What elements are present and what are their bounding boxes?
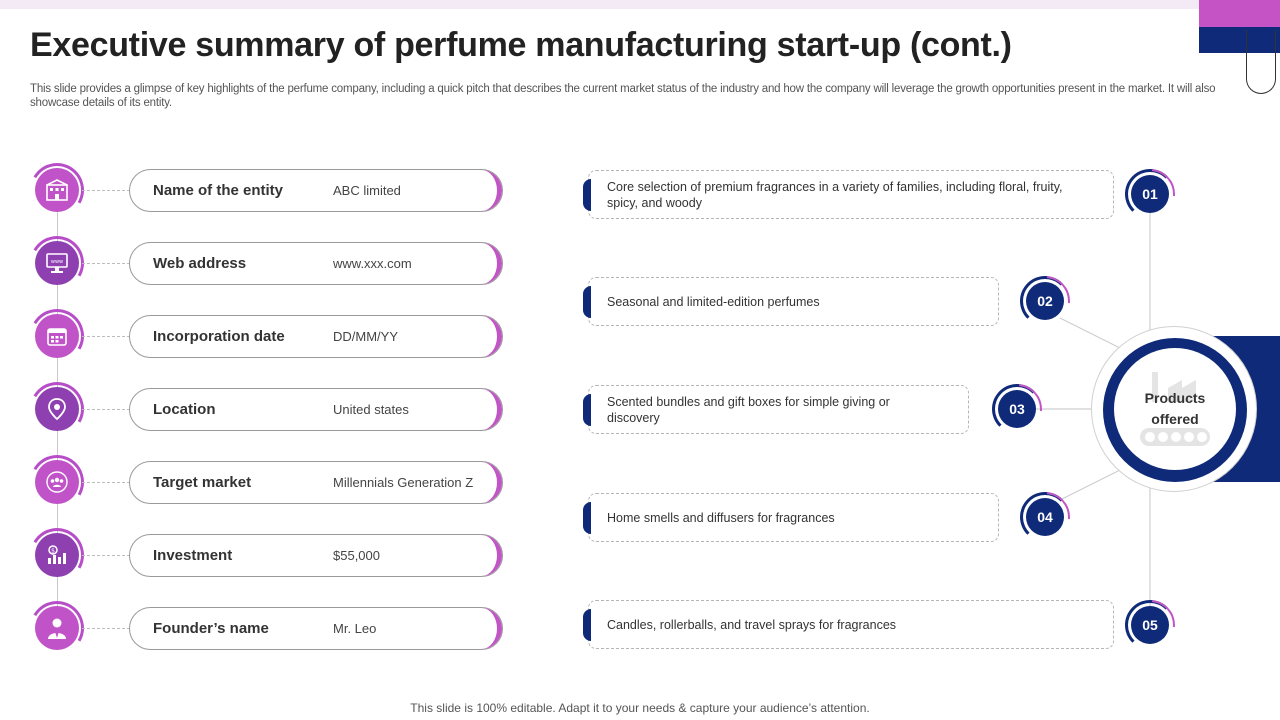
product-number-badge: 03 bbox=[998, 390, 1036, 428]
dashed-connector bbox=[82, 482, 130, 483]
svg-text:$: $ bbox=[51, 547, 55, 554]
product-text-box: Scented bundles and gift boxes for simpl… bbox=[583, 385, 969, 434]
product-tab-accent bbox=[583, 502, 591, 534]
entity-detail-value: Mr. Leo bbox=[333, 621, 377, 636]
slide-subtitle: This slide provides a glimpse of key hig… bbox=[30, 83, 1216, 109]
dashed-connector bbox=[82, 190, 130, 191]
pill-accent-edge bbox=[473, 608, 502, 649]
entity-investment-pill: Investment $55,000 bbox=[129, 534, 503, 577]
entity-market-pill: Target market Millennials Generation Z bbox=[129, 461, 503, 504]
products-hub-label: Products offered bbox=[1144, 390, 1206, 427]
pill-accent-edge bbox=[473, 462, 502, 503]
badge-ring-decoration bbox=[1020, 492, 1070, 542]
svg-text:www: www bbox=[51, 259, 63, 265]
product-text-box: Core selection of premium fragrances in … bbox=[583, 170, 1114, 219]
product-description: Core selection of premium fragrances in … bbox=[607, 180, 1063, 210]
entity-date-pill: Incorporation date DD/MM/YY bbox=[129, 315, 503, 358]
badge-ring-decoration bbox=[1020, 276, 1070, 326]
product-description: Home smells and diffusers for fragrances bbox=[607, 511, 835, 525]
product-description: Scented bundles and gift boxes for simpl… bbox=[607, 395, 890, 425]
product-number-badge: 02 bbox=[1026, 282, 1064, 320]
entity-name-pill: Name of the entity ABC limited bbox=[129, 169, 503, 212]
factory-conveyor-icon bbox=[1140, 372, 1210, 446]
badge-ring-decoration bbox=[1125, 600, 1175, 650]
entity-detail-label: Investment bbox=[153, 547, 233, 564]
investment-icon: $ bbox=[35, 533, 79, 577]
entity-detail-value: United states bbox=[333, 402, 409, 417]
dashed-connector bbox=[82, 336, 130, 337]
dashed-connector bbox=[82, 263, 130, 264]
entity-detail-value: DD/MM/YY bbox=[333, 329, 398, 344]
product-tab-accent bbox=[583, 609, 591, 641]
product-tab-accent bbox=[583, 179, 591, 211]
product-tab-accent bbox=[583, 286, 591, 318]
entity-detail-value: ABC limited bbox=[333, 183, 401, 198]
product-number-badge: 01 bbox=[1131, 175, 1169, 213]
product-tab-accent bbox=[583, 394, 591, 426]
pill-accent-edge bbox=[473, 535, 502, 576]
dashed-connector bbox=[82, 409, 130, 410]
product-number-badge: 05 bbox=[1131, 606, 1169, 644]
pill-accent-edge bbox=[473, 389, 502, 430]
top-accent-strip bbox=[0, 0, 1200, 9]
location-pin-icon bbox=[35, 387, 79, 431]
product-number-badge: 04 bbox=[1026, 498, 1064, 536]
slide-footer-note: This slide is 100% editable. Adapt it to… bbox=[410, 701, 870, 715]
building-icon bbox=[35, 168, 79, 212]
founder-icon bbox=[35, 606, 79, 650]
product-text-box: Candles, rollerballs, and travel sprays … bbox=[583, 600, 1114, 649]
entity-detail-value: Millennials Generation Z bbox=[333, 475, 474, 490]
dashed-connector bbox=[82, 555, 130, 556]
calendar-icon bbox=[35, 314, 79, 358]
slide-title: Executive summary of perfume manufacturi… bbox=[30, 26, 1012, 64]
entity-web-pill: Web address www.xxx.com bbox=[129, 242, 503, 285]
monitor-icon: www bbox=[35, 241, 79, 285]
entity-location-pill: Location United states bbox=[129, 388, 503, 431]
corner-hook-decoration bbox=[1246, 30, 1276, 94]
entity-detail-label: Incorporation date bbox=[153, 328, 285, 345]
entity-detail-label: Web address bbox=[153, 255, 247, 272]
entity-detail-label: Location bbox=[153, 401, 216, 418]
corner-accent-pink bbox=[1199, 0, 1280, 27]
target-audience-icon bbox=[35, 460, 79, 504]
pill-accent-edge bbox=[473, 316, 502, 357]
pill-accent-edge bbox=[473, 170, 502, 211]
entity-detail-label: Target market bbox=[153, 474, 252, 491]
pill-accent-edge bbox=[473, 243, 502, 284]
entity-detail-label: Founder’s name bbox=[153, 620, 269, 637]
entity-detail-label: Name of the entity bbox=[153, 182, 284, 199]
entity-founder-pill: Founder’s name Mr. Leo bbox=[129, 607, 503, 650]
product-description: Candles, rollerballs, and travel sprays … bbox=[607, 618, 897, 632]
badge-ring-decoration bbox=[1125, 169, 1175, 219]
product-description: Seasonal and limited-edition perfumes bbox=[607, 295, 820, 309]
badge-ring-decoration bbox=[992, 384, 1042, 434]
dashed-connector bbox=[82, 628, 130, 629]
product-text-box: Home smells and diffusers for fragrances bbox=[583, 493, 999, 542]
product-text-box: Seasonal and limited-edition perfumes bbox=[583, 277, 999, 326]
products-hub: Products offered bbox=[1114, 348, 1236, 470]
entity-detail-value: $55,000 bbox=[333, 548, 380, 563]
entity-detail-value: www.xxx.com bbox=[333, 256, 412, 271]
